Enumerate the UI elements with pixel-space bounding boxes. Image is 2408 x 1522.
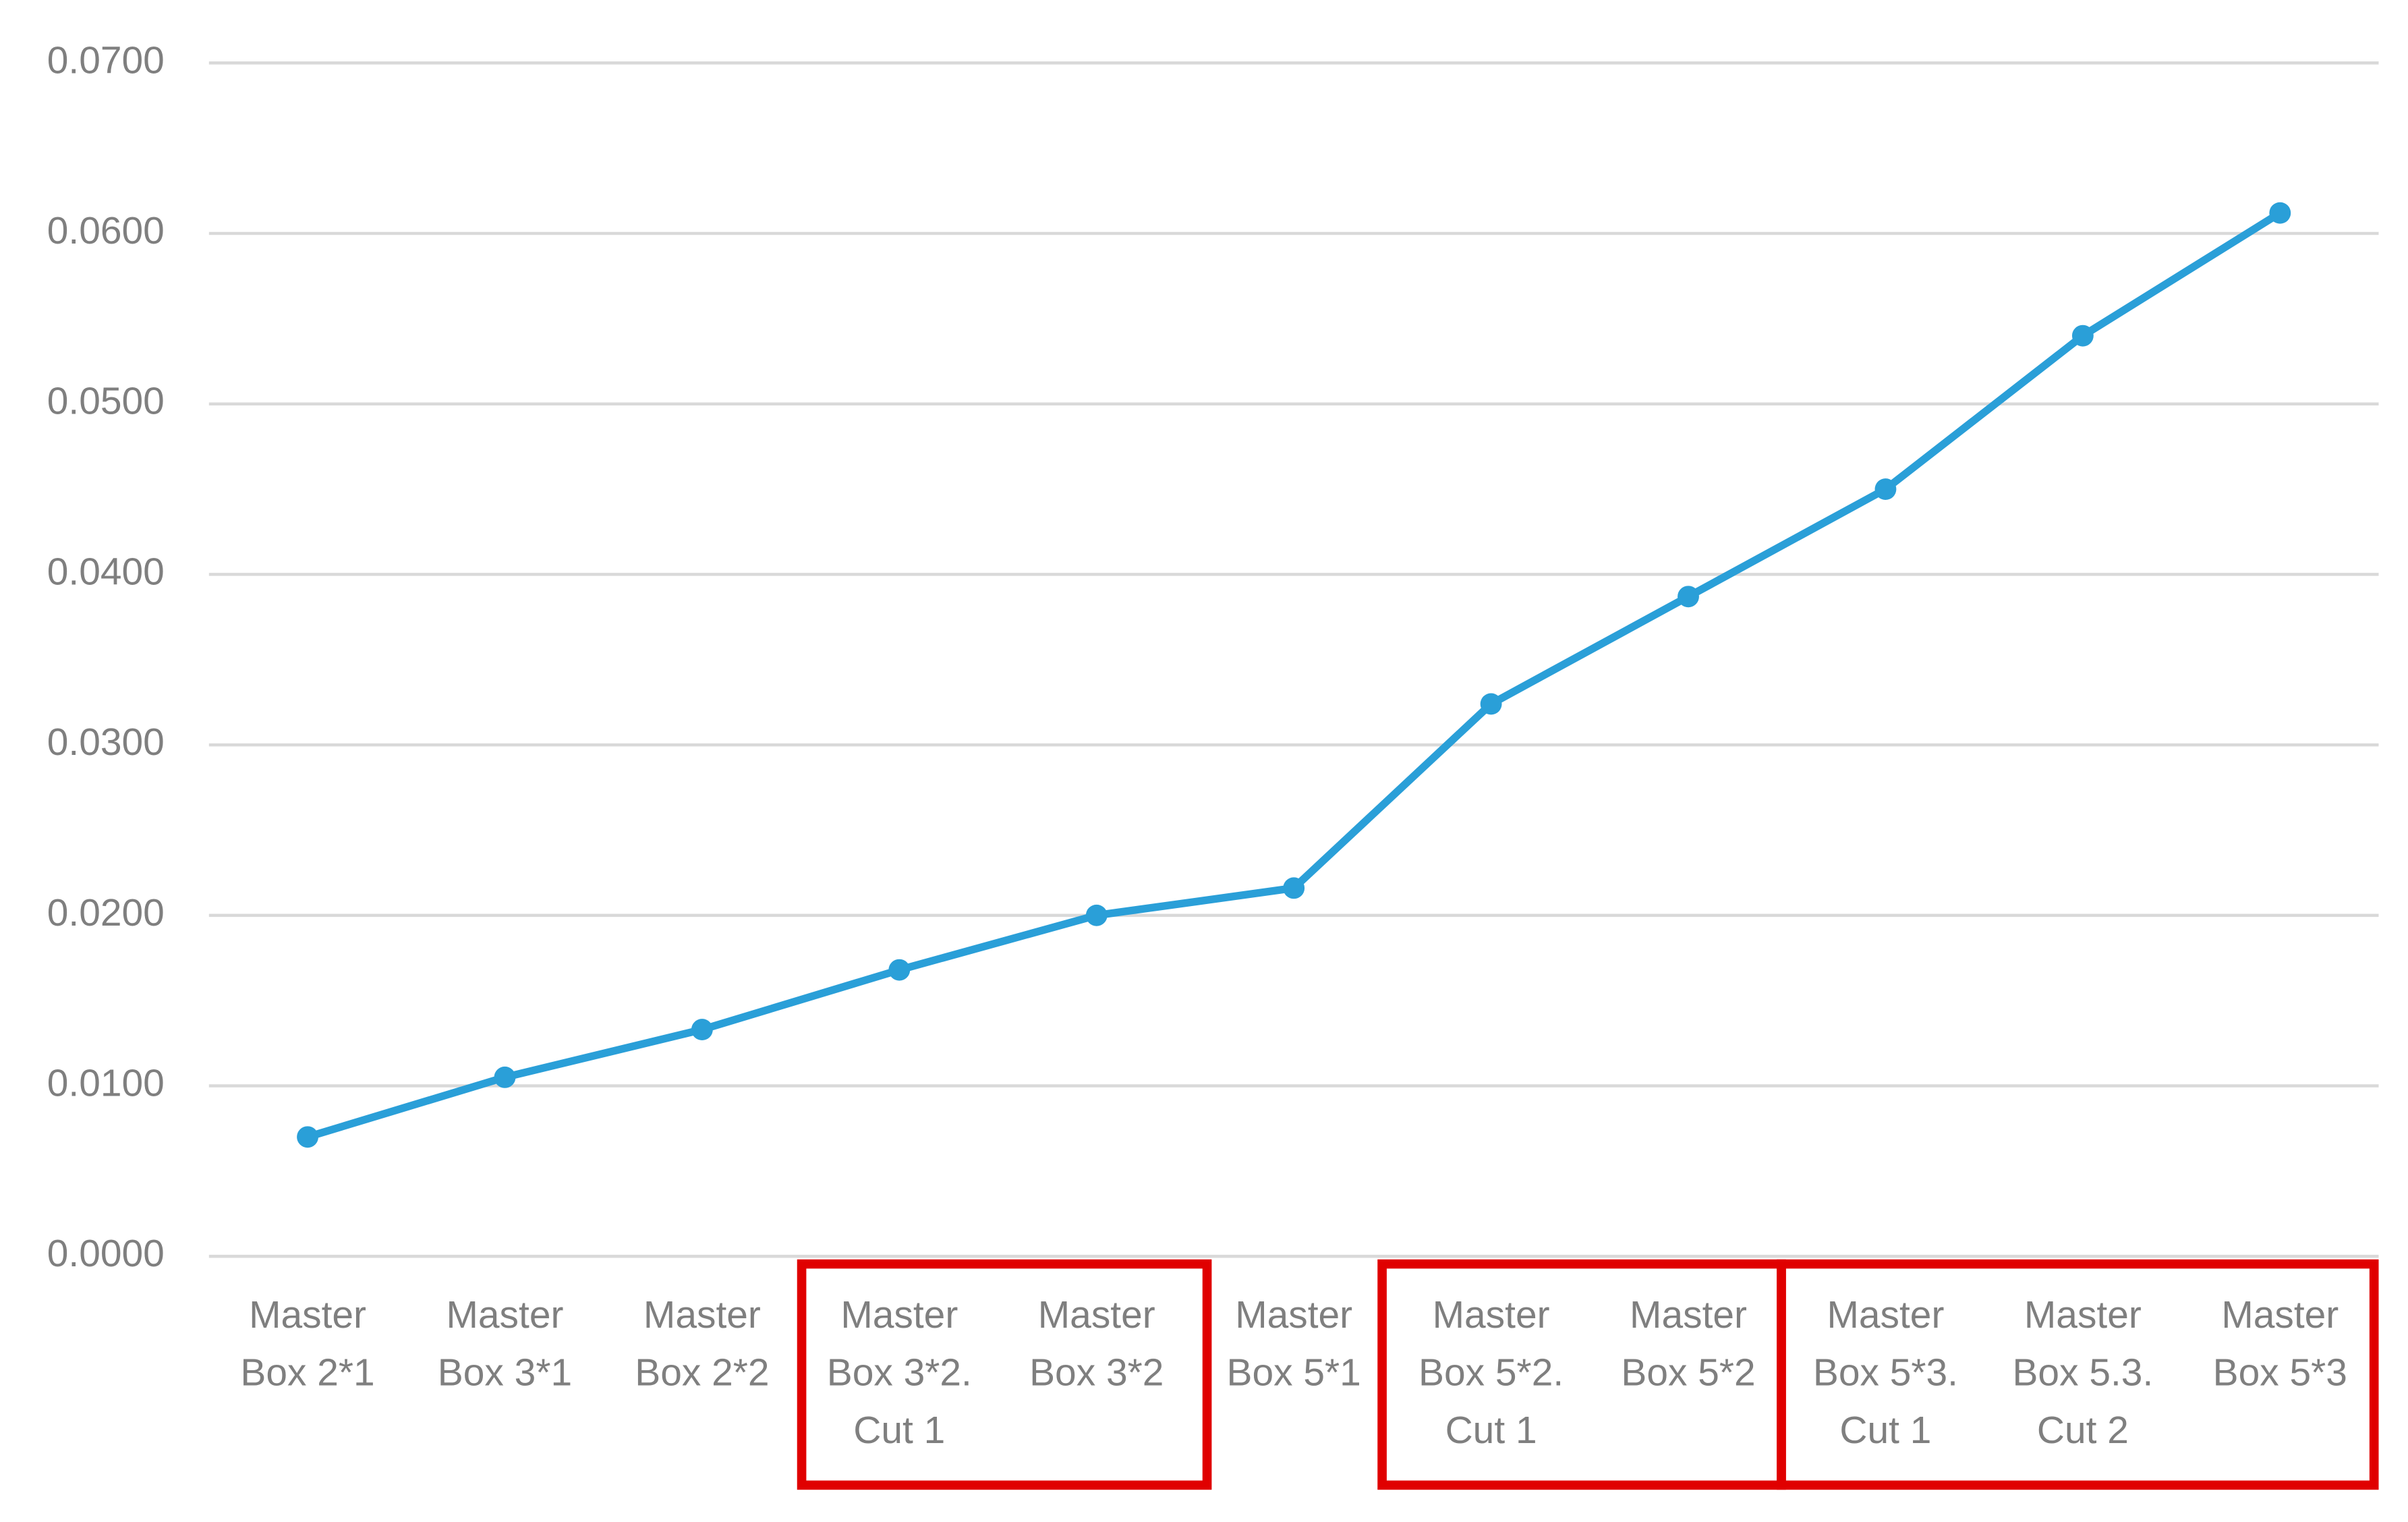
data-point xyxy=(1874,478,1897,500)
x-tick-label: Master Box 3*2 xyxy=(1029,1293,1164,1394)
x-tick-label-line: Master xyxy=(447,1293,564,1336)
y-tick-label: 0.0000 xyxy=(47,1232,165,1275)
data-point xyxy=(1085,904,1108,926)
x-tick-label-line: Box 5.3. xyxy=(2012,1351,2153,1394)
x-tick-label-line: Box 5*3. xyxy=(1813,1351,1958,1394)
x-tick-label-line: Box 2*1 xyxy=(240,1351,374,1394)
x-tick-label-line: Box 5*2 xyxy=(1621,1351,1755,1394)
x-tick-label: Master Box 5*1 xyxy=(1227,1293,1361,1394)
x-tick-label: Master Box 3*2. Cut 1 xyxy=(827,1293,972,1452)
x-tick-label-line: Box 5*1 xyxy=(1227,1351,1361,1394)
x-tick-label: Master Box 5*2. Cut 1 xyxy=(1418,1293,1564,1452)
x-tick-label-line: Master xyxy=(1235,1293,1352,1336)
x-tick-label-line: Master xyxy=(2024,1293,2142,1336)
x-tick-label-line: Cut 1 xyxy=(1839,1409,1931,1452)
x-tick-label-line: Master xyxy=(1433,1293,1550,1336)
x-tick-label: Master Box 2*1 xyxy=(240,1293,374,1394)
y-tick-label: 0.0400 xyxy=(47,550,165,593)
x-tick-label: Master Box 5*3 xyxy=(2213,1293,2347,1394)
x-tick-label-line: Cut 1 xyxy=(853,1409,945,1452)
y-tick-label: 0.0500 xyxy=(47,380,165,423)
x-tick-label: Master Box 5.3. Cut 2 xyxy=(2012,1293,2153,1452)
x-tick-label-line: Master xyxy=(1827,1293,1944,1336)
x-tick-label-line: Master xyxy=(1038,1293,1155,1336)
x-tick-label-line: Box 3*2 xyxy=(1029,1351,1164,1394)
data-point xyxy=(1480,693,1502,715)
data-point xyxy=(888,959,911,981)
x-tick-label: Master Box 5*2 xyxy=(1621,1293,1755,1394)
x-tick-label-line: Master xyxy=(2221,1293,2339,1336)
x-tick-label-line: Cut 2 xyxy=(2037,1409,2129,1452)
data-point xyxy=(297,1126,318,1148)
data-point xyxy=(494,1066,516,1088)
x-tick-label-line: Master xyxy=(1630,1293,1747,1336)
x-tick-label-line: Master xyxy=(249,1293,366,1336)
data-point xyxy=(2269,202,2291,224)
data-line xyxy=(306,209,2283,1141)
x-tick-label: Master Box 5*3. Cut 1 xyxy=(1813,1293,1958,1452)
y-tick-label: 0.0200 xyxy=(47,891,165,934)
data-point xyxy=(1283,877,1305,899)
highlight-boxes xyxy=(797,1259,2379,1490)
y-tick-label: 0.0600 xyxy=(47,209,165,252)
highlight-box xyxy=(797,1259,1212,1490)
x-tick-label-line: Box 3*2. xyxy=(827,1351,972,1394)
x-tick-label-line: Master xyxy=(643,1293,761,1336)
x-tick-label-line: Box 3*1 xyxy=(438,1351,572,1394)
y-tick-label: 0.0100 xyxy=(47,1062,165,1105)
x-tick-label: Master Box 2*2 xyxy=(635,1293,769,1394)
y-tick-label: 0.0700 xyxy=(47,38,165,82)
x-tick-label-line: Cut 1 xyxy=(1445,1409,1537,1452)
data-point xyxy=(691,1019,713,1041)
x-tick-label: Master Box 3*1 xyxy=(438,1293,572,1394)
x-tick-label-line: Master xyxy=(840,1293,958,1336)
data-point xyxy=(1678,586,1699,608)
y-tick-label: 0.0300 xyxy=(47,721,165,764)
data-point xyxy=(2071,325,2094,347)
x-tick-label-line: Box 5*3 xyxy=(2213,1351,2347,1394)
x-tick-label-line: Box 2*2 xyxy=(635,1351,769,1394)
highlight-box xyxy=(1777,1259,2379,1490)
x-tick-label-line: Box 5*2. xyxy=(1418,1351,1564,1394)
